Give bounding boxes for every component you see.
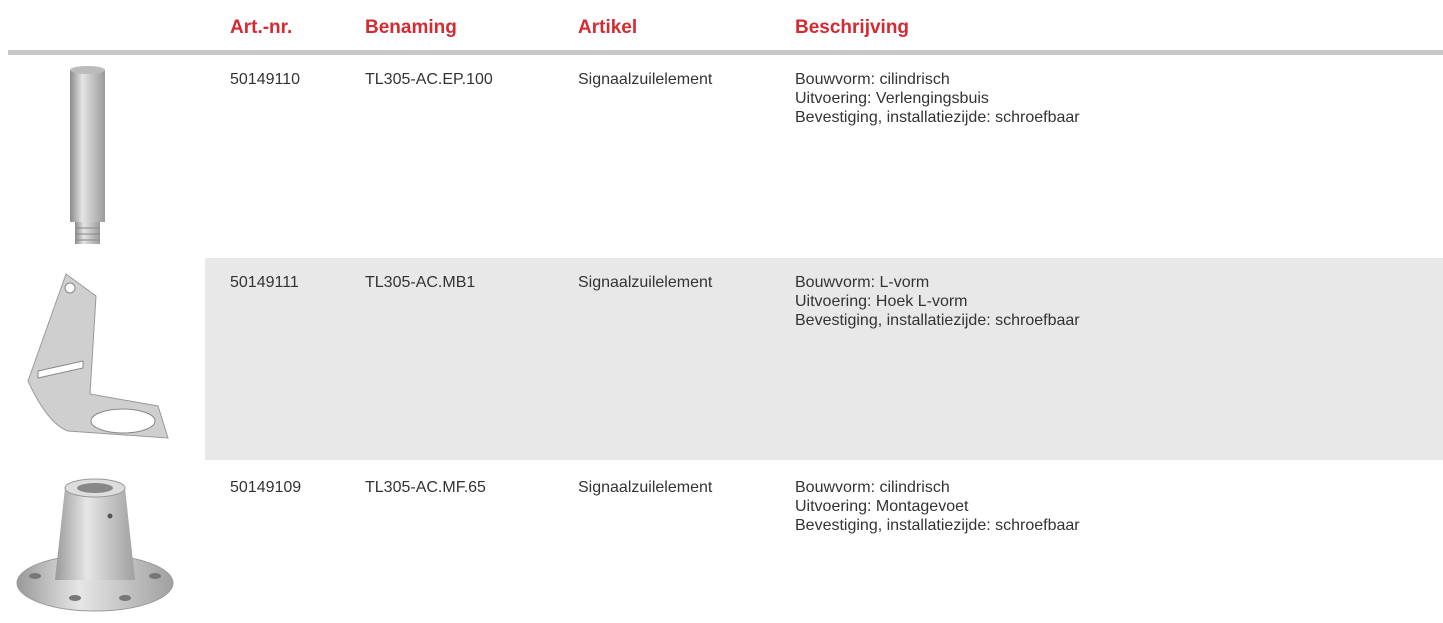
cell: 50149110: [230, 71, 300, 88]
header-rule: [8, 50, 1443, 55]
description-line: Bouwvorm: L-vorm: [795, 274, 930, 291]
description-line: Bevestiging, installatiezijde: schroefba…: [795, 312, 1080, 329]
cell: TL305-AC.MF.65: [365, 479, 486, 496]
column-header: Artikel: [578, 17, 638, 38]
description-line: Uitvoering: Verlengingsbuis: [795, 90, 989, 107]
column-header: Beschrijving: [795, 17, 910, 38]
tube-image: [70, 66, 105, 244]
flange-image: [16, 478, 174, 612]
cell: TL305-AC.EP.100: [365, 71, 493, 88]
bracket-image: [27, 273, 169, 439]
column-header: Art.-nr.: [230, 17, 293, 38]
description-line: Uitvoering: Montagevoet: [795, 498, 969, 515]
cell: Signaalzuilelement: [578, 479, 713, 496]
cell: 50149111: [230, 274, 299, 291]
cell: 50149109: [230, 479, 302, 496]
cell: TL305-AC.MB1: [365, 274, 476, 291]
cell: Signaalzuilelement: [578, 71, 713, 88]
row-band: [205, 258, 1443, 460]
description-line: Bouwvorm: cilindrisch: [795, 479, 950, 496]
description-line: Bevestiging, installatiezijde: schroefba…: [795, 109, 1080, 126]
cell: Signaalzuilelement: [578, 274, 713, 291]
description-line: Bevestiging, installatiezijde: schroefba…: [795, 517, 1080, 534]
column-header: Benaming: [365, 17, 457, 38]
description-line: Bouwvorm: cilindrisch: [795, 71, 950, 88]
description-line: Uitvoering: Hoek L-vorm: [795, 293, 968, 310]
